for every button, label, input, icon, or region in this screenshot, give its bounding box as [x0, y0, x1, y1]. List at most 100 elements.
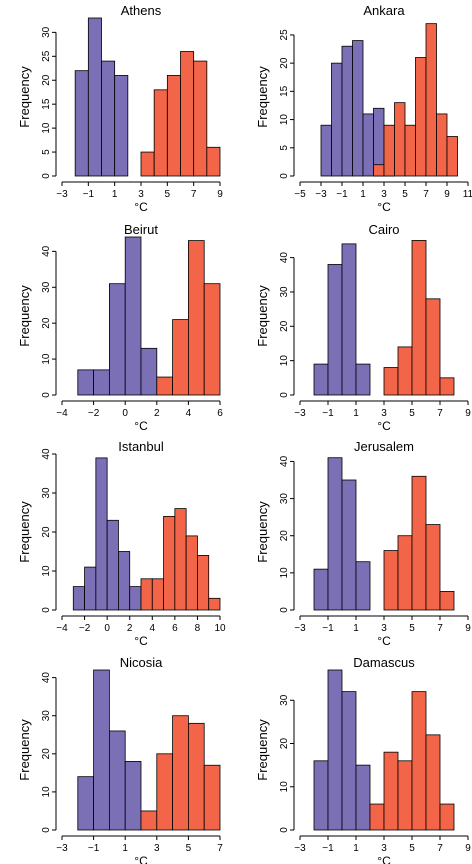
histogram-bar — [439, 377, 455, 396]
x-tick-label: −3 — [315, 189, 327, 200]
y-tick-label: 10 — [279, 355, 290, 367]
panel-title: Jerusalem — [354, 439, 414, 454]
x-tick-label: 0 — [104, 623, 110, 634]
y-tick-label: 20 — [279, 320, 290, 332]
x-tick-label: 7 — [191, 189, 197, 200]
x-tick-label: 5 — [186, 843, 192, 854]
x-tick-label: 6 — [172, 623, 178, 634]
x-tick-label: 5 — [409, 408, 415, 419]
y-tick-label: 20 — [41, 317, 52, 329]
histogram-bar — [397, 535, 413, 611]
x-tick-label: 1 — [353, 408, 359, 419]
x-tick-label: −1 — [322, 843, 334, 854]
y-tick-label: 40 — [279, 252, 290, 264]
y-tick-label: 40 — [41, 448, 52, 460]
x-tick-label: 1 — [122, 843, 128, 854]
histogram-panel: Nicosia −3 −1 1 3 5 7 °C 0 10 20 30 40 Frequency — [17, 655, 223, 864]
x-tick-label: 11 — [463, 189, 472, 200]
histogram-bar — [74, 70, 89, 177]
y-tick-label: 20 — [279, 530, 290, 542]
histogram-bar — [439, 803, 455, 831]
x-tick-label: 7 — [437, 843, 443, 854]
histogram-bar — [397, 346, 413, 396]
x-tick-label: −3 — [56, 843, 68, 854]
y-tick-label: 5 — [41, 149, 52, 155]
histogram-bar — [129, 586, 142, 611]
histogram-bar — [425, 298, 441, 396]
y-axis-label: Frequency — [255, 66, 270, 128]
y-tick-label: 0 — [279, 607, 290, 613]
panel-title: Athens — [121, 3, 162, 18]
histogram-bar — [341, 45, 353, 177]
histogram-bar — [151, 578, 164, 611]
histogram-bar — [411, 475, 427, 611]
x-tick-label: 9 — [465, 843, 471, 854]
histogram-bar — [320, 124, 332, 177]
x-tick-label: 3 — [154, 843, 160, 854]
y-tick-label: 30 — [41, 26, 52, 38]
y-tick-label: 0 — [279, 827, 290, 833]
histogram-bar — [185, 535, 198, 611]
histogram-bar — [197, 555, 210, 611]
histogram-bar — [327, 264, 343, 396]
histogram-bar — [313, 568, 329, 611]
x-tick-label: 0 — [122, 408, 128, 419]
x-tick-label: 3 — [381, 623, 387, 634]
x-tick-label: 1 — [360, 189, 366, 200]
x-tick-label: 9 — [465, 623, 471, 634]
histogram-panel: Ankara −5 −3 −1 1 3 5 7 9 11 °C 0 5 10 15 20 25 Frequency — [255, 3, 472, 214]
histogram-bar — [84, 566, 97, 611]
histogram-bar — [172, 715, 189, 831]
x-tick-label: −3 — [294, 408, 306, 419]
histogram-bar — [397, 760, 413, 831]
y-tick-label: 0 — [41, 173, 52, 179]
y-tick-label: 30 — [41, 710, 52, 722]
histogram-bar — [327, 669, 343, 831]
histogram-bar — [95, 457, 108, 611]
y-tick-label: 15 — [41, 98, 52, 110]
x-axis-label: °C — [134, 200, 148, 214]
histogram-bar — [373, 164, 385, 177]
y-tick-label: 40 — [279, 455, 290, 467]
x-tick-label: 5 — [409, 843, 415, 854]
histogram-bar — [118, 551, 131, 611]
histogram-bar — [101, 60, 116, 177]
histogram-bar — [341, 479, 357, 611]
x-axis-label: °C — [377, 419, 391, 433]
histogram-bar — [106, 519, 119, 611]
histogram-bar — [114, 75, 129, 177]
histogram-bar — [411, 240, 427, 396]
histogram-panel: Istanbul −4 −2 0 2 4 6 8 10 °C 0 10 20 30 40 Frequency — [17, 439, 226, 648]
histogram-bar — [203, 764, 221, 831]
histogram-bar — [446, 136, 458, 177]
y-tick-label: 30 — [279, 694, 290, 706]
panel-title: Damascus — [353, 655, 415, 670]
histogram-panel: Damascus −3 −1 1 3 5 7 9 °C 0 10 20 30 Frequency — [255, 655, 471, 864]
histogram-bar — [331, 62, 343, 177]
histogram-bar — [383, 550, 399, 611]
x-axis-label: °C — [134, 419, 148, 433]
y-tick-label: 20 — [41, 748, 52, 760]
y-tick-label: 30 — [41, 487, 52, 499]
x-tick-label: −4 — [56, 408, 68, 419]
histogram-bar — [140, 151, 155, 177]
x-tick-label: −3 — [294, 843, 306, 854]
histogram-bar — [93, 669, 110, 831]
y-tick-label: 20 — [41, 74, 52, 86]
histogram-bar — [109, 730, 126, 831]
x-tick-label: 1 — [112, 189, 118, 200]
y-tick-label: 30 — [41, 281, 52, 293]
histogram-bar — [109, 283, 126, 396]
histogram-bar — [208, 597, 221, 611]
histogram-panel: Cairo −3 −1 1 3 5 7 9 °C 0 10 20 30 40 Frequency — [255, 222, 471, 433]
histogram-bar — [425, 524, 441, 611]
y-tick-label: 30 — [279, 286, 290, 298]
y-tick-label: 5 — [279, 145, 290, 151]
histogram-bar — [352, 40, 364, 177]
panel-title: Ankara — [363, 3, 405, 18]
x-tick-label: 8 — [195, 623, 201, 634]
histogram-bar — [156, 376, 174, 396]
y-tick-label: 20 — [279, 57, 290, 69]
x-tick-label: 5 — [402, 189, 408, 200]
